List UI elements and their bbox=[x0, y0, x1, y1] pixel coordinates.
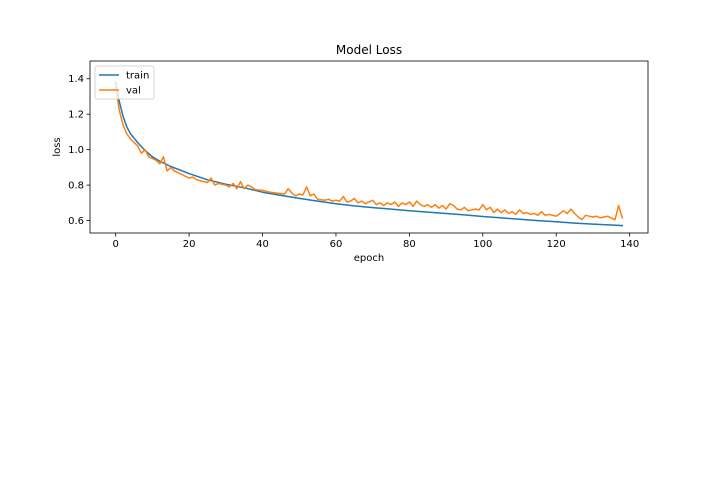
series-lines bbox=[114, 81, 624, 227]
x-tick-label: 60 bbox=[330, 239, 343, 250]
x-tick-label: 140 bbox=[620, 239, 639, 250]
x-tick-label: 80 bbox=[403, 239, 416, 250]
x-tick-label: 120 bbox=[547, 239, 566, 250]
series-line-val bbox=[114, 86, 624, 221]
x-axis-title: epoch bbox=[354, 253, 384, 264]
legend: train val bbox=[94, 65, 155, 100]
y-axis-title: loss bbox=[52, 137, 63, 156]
x-tick-label: 100 bbox=[473, 239, 492, 250]
plot-frame bbox=[89, 60, 649, 234]
x-tick-label: 0 bbox=[113, 239, 119, 250]
y-tick-label: 1.2 bbox=[68, 110, 84, 121]
x-tick-label: 20 bbox=[183, 239, 196, 250]
legend-label-val: val bbox=[126, 86, 141, 97]
y-tick-label: 1.0 bbox=[68, 145, 84, 156]
chart-title: Model Loss bbox=[336, 43, 402, 57]
x-tick-label: 40 bbox=[256, 239, 269, 250]
y-axis: 0.6 0.8 1.0 1.2 1.4 bbox=[68, 74, 90, 227]
y-tick-label: 0.8 bbox=[68, 181, 84, 192]
y-tick-label: 0.6 bbox=[68, 216, 84, 227]
y-tick-label: 1.4 bbox=[68, 74, 84, 85]
series-line-train bbox=[114, 81, 624, 227]
legend-label-train: train bbox=[126, 71, 149, 82]
x-axis: 0 20 40 60 80 100 120 140 bbox=[113, 233, 639, 250]
